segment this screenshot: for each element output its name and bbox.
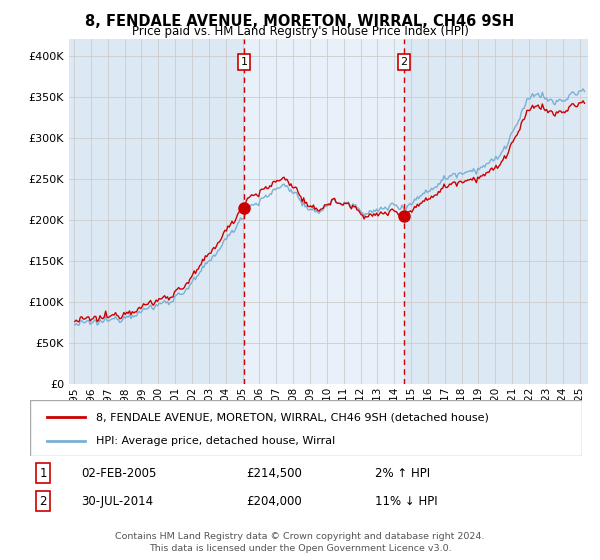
Text: 30-JUL-2014: 30-JUL-2014: [81, 494, 153, 508]
Text: 1: 1: [40, 466, 47, 480]
Text: 11% ↓ HPI: 11% ↓ HPI: [375, 494, 437, 508]
Text: 1: 1: [241, 57, 248, 67]
Text: Price paid vs. HM Land Registry's House Price Index (HPI): Price paid vs. HM Land Registry's House …: [131, 25, 469, 38]
Text: 02-FEB-2005: 02-FEB-2005: [81, 466, 157, 480]
Text: 2: 2: [40, 494, 47, 508]
Text: £214,500: £214,500: [246, 466, 302, 480]
Text: HPI: Average price, detached house, Wirral: HPI: Average price, detached house, Wirr…: [96, 436, 335, 446]
Text: 2: 2: [400, 57, 407, 67]
Text: 8, FENDALE AVENUE, MORETON, WIRRAL, CH46 9SH (detached house): 8, FENDALE AVENUE, MORETON, WIRRAL, CH46…: [96, 412, 489, 422]
Text: £204,000: £204,000: [246, 494, 302, 508]
Text: 8, FENDALE AVENUE, MORETON, WIRRAL, CH46 9SH: 8, FENDALE AVENUE, MORETON, WIRRAL, CH46…: [85, 14, 515, 29]
Bar: [244, 39, 404, 384]
Text: 2% ↑ HPI: 2% ↑ HPI: [375, 466, 430, 480]
Text: Contains HM Land Registry data © Crown copyright and database right 2024.
This d: Contains HM Land Registry data © Crown c…: [115, 533, 485, 553]
